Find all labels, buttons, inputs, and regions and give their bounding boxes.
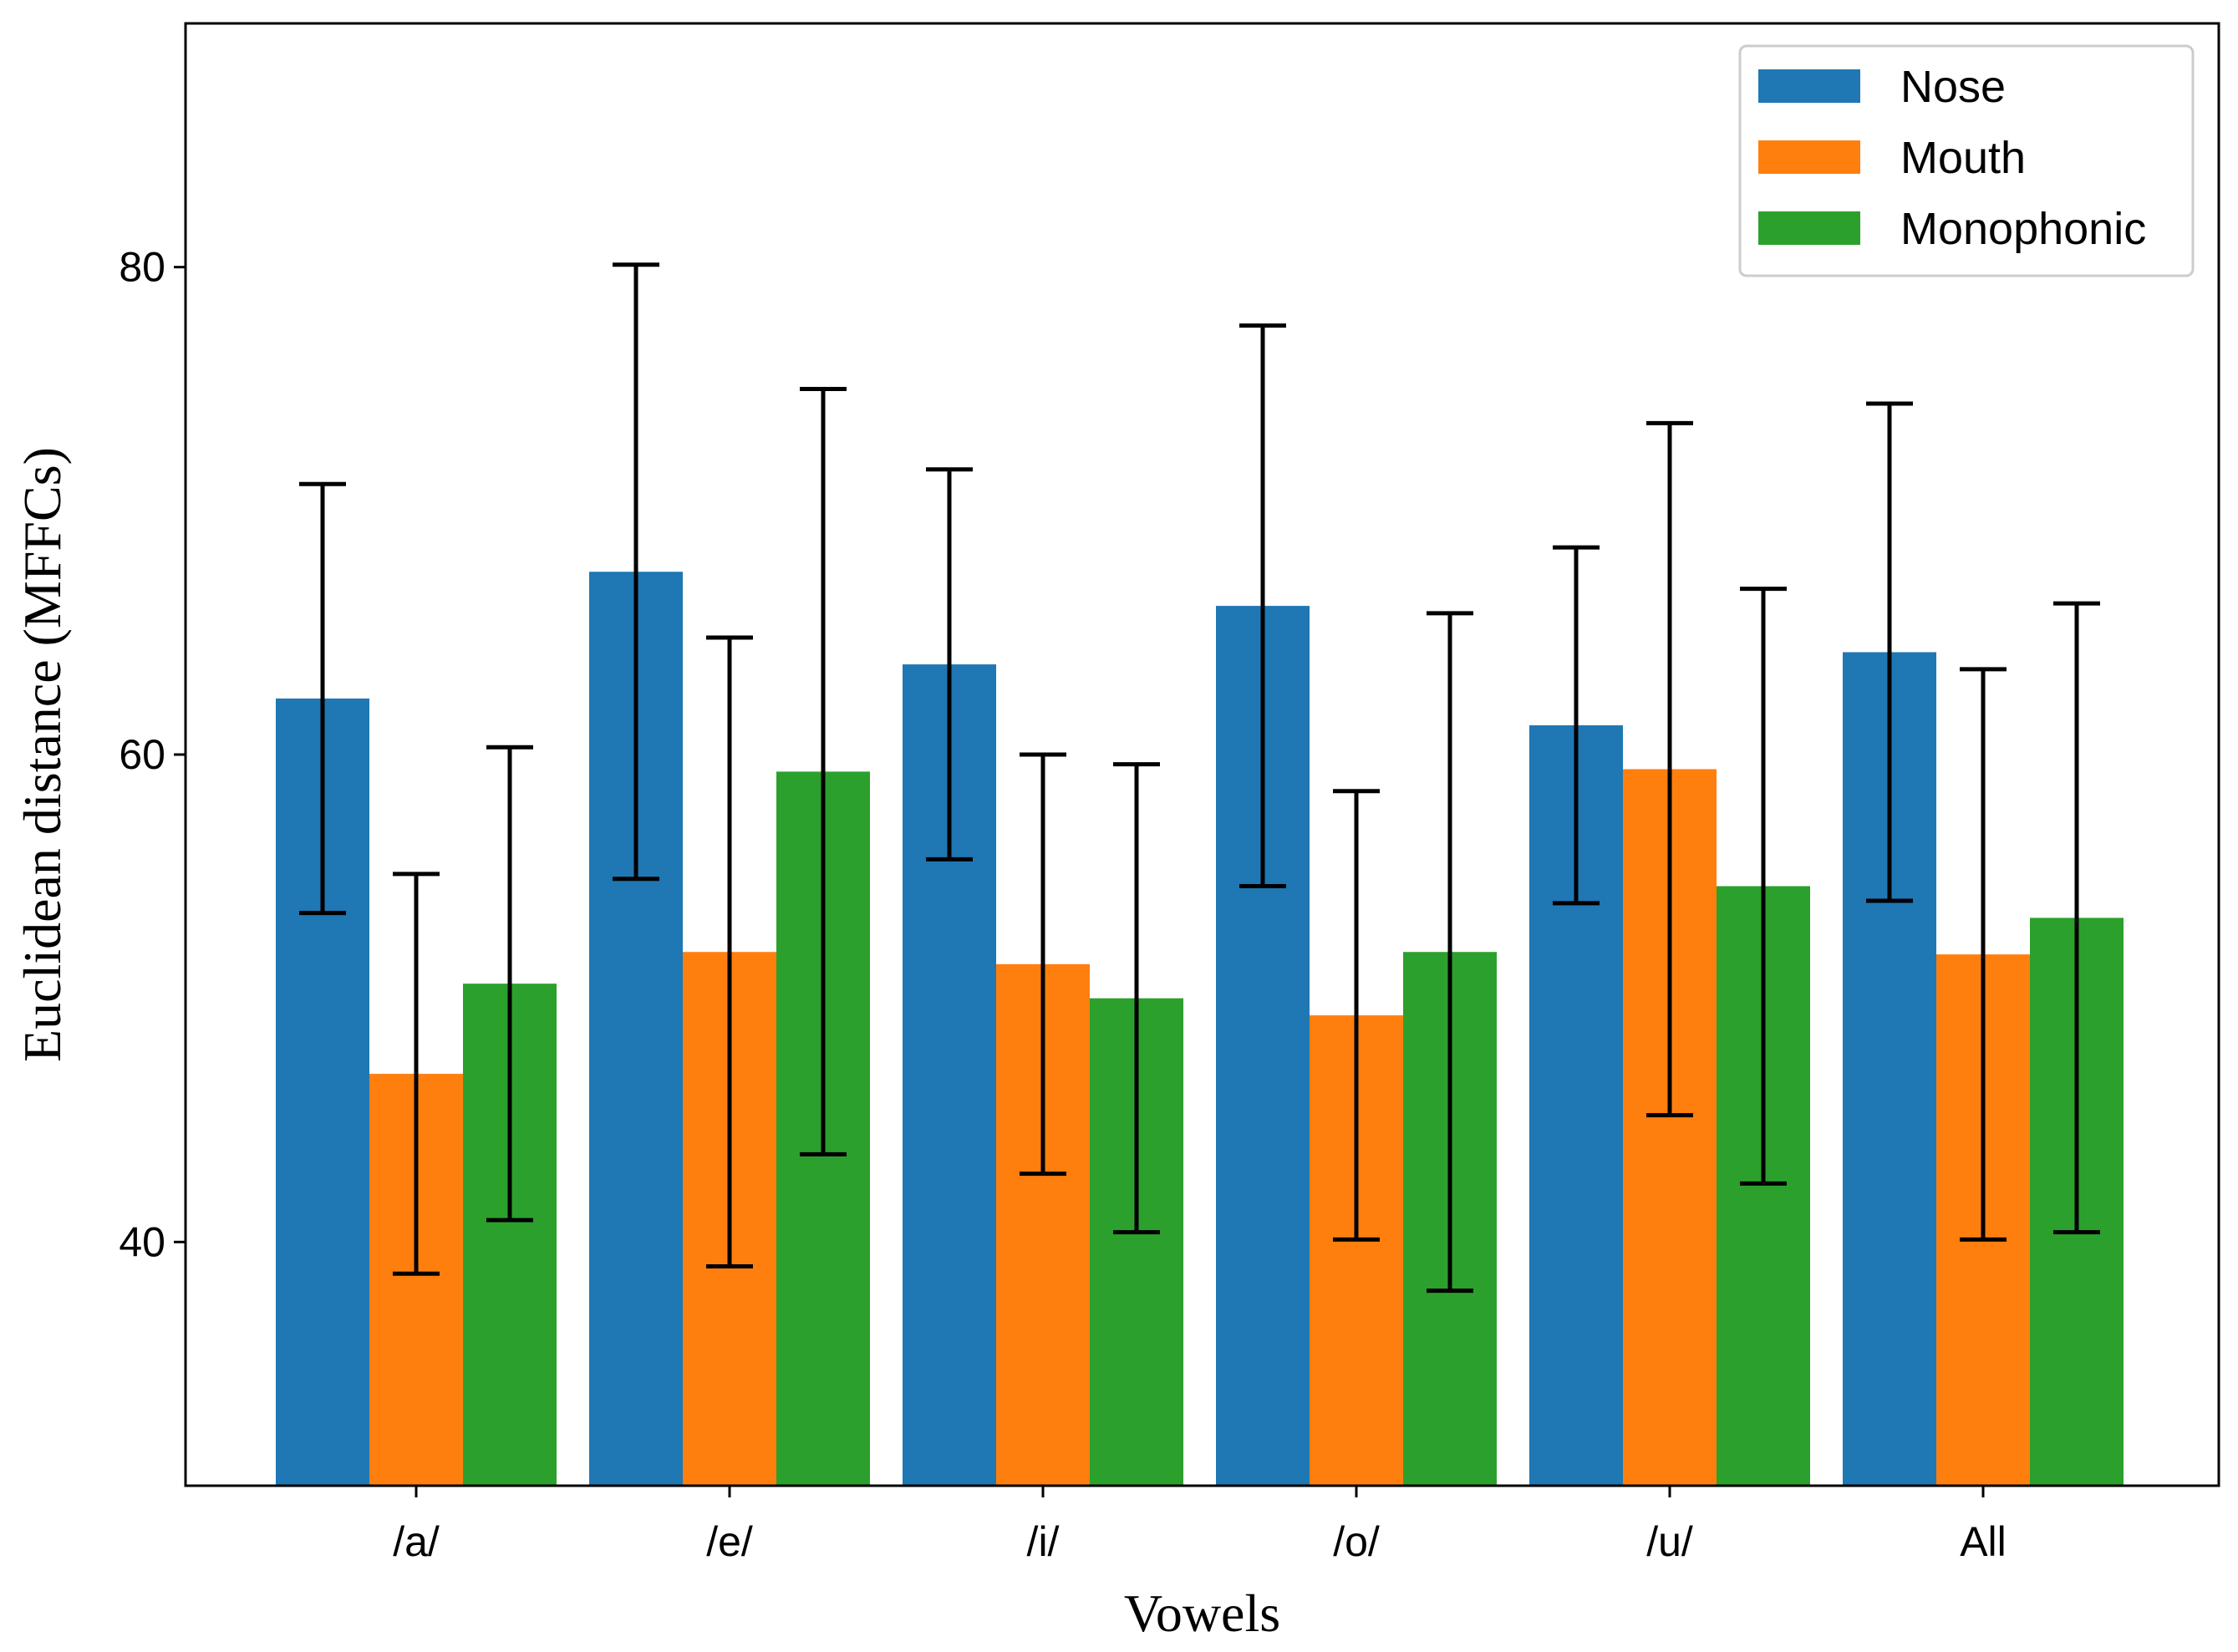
error-bar-mouth-1 — [706, 635, 753, 1268]
error-bar-nose-2 — [926, 467, 973, 862]
x-tick-label: /u/ — [1646, 1518, 1693, 1565]
error-bars-layer — [299, 262, 2100, 1294]
x-tick-label: /o/ — [1333, 1518, 1380, 1565]
error-bar-mouth-5 — [1960, 667, 2007, 1242]
error-bar-monophonic-5 — [2053, 601, 2100, 1235]
legend-swatch-nose — [1758, 69, 1860, 103]
error-bar-monophonic-0 — [486, 745, 533, 1222]
x-axis-title: Vowels — [1124, 1583, 1280, 1643]
error-bar-mouth-3 — [1333, 789, 1380, 1242]
axes-layer: 40 60 80/a/ /e/ /i/ /o/ /u/All Vowels Euclidean … — [13, 22, 2220, 1643]
error-bar-monophonic-3 — [1427, 611, 1473, 1294]
error-bar-monophonic-1 — [800, 387, 847, 1156]
y-tick-label: 40 — [119, 1218, 165, 1265]
error-bar-monophonic-4 — [1740, 587, 1787, 1186]
error-bar-mouth-4 — [1646, 420, 1693, 1118]
error-bar-nose-3 — [1239, 323, 1286, 888]
error-bar-nose-4 — [1553, 545, 1600, 906]
error-bar-nose-1 — [613, 262, 659, 882]
error-bar-mouth-2 — [1020, 752, 1066, 1177]
x-tick-label: /a/ — [393, 1518, 440, 1565]
y-axis-title: Euclidean distance (MFFCs) — [13, 447, 72, 1062]
legend-swatch-monophonic — [1758, 211, 1860, 245]
legend-label-monophonic: Monophonic — [1900, 204, 2146, 254]
legend-label-nose: Nose — [1900, 62, 2006, 112]
error-bar-nose-0 — [299, 481, 346, 916]
error-bar-mouth-0 — [393, 872, 440, 1276]
error-bar-monophonic-2 — [1113, 762, 1160, 1235]
legend-swatch-mouth — [1758, 140, 1860, 174]
legend: Nose Mouth Monophonic — [1738, 44, 2195, 277]
y-tick-label: 60 — [119, 731, 165, 778]
x-tick-label: /e/ — [706, 1518, 753, 1565]
x-tick-label: /i/ — [1027, 1518, 1060, 1565]
error-bar-nose-5 — [1866, 401, 1913, 903]
x-tick-label: All — [1960, 1518, 2007, 1565]
legend-label-mouth: Mouth — [1900, 133, 2026, 183]
y-tick-label: 80 — [119, 244, 165, 291]
bars-layer — [276, 572, 2124, 1487]
